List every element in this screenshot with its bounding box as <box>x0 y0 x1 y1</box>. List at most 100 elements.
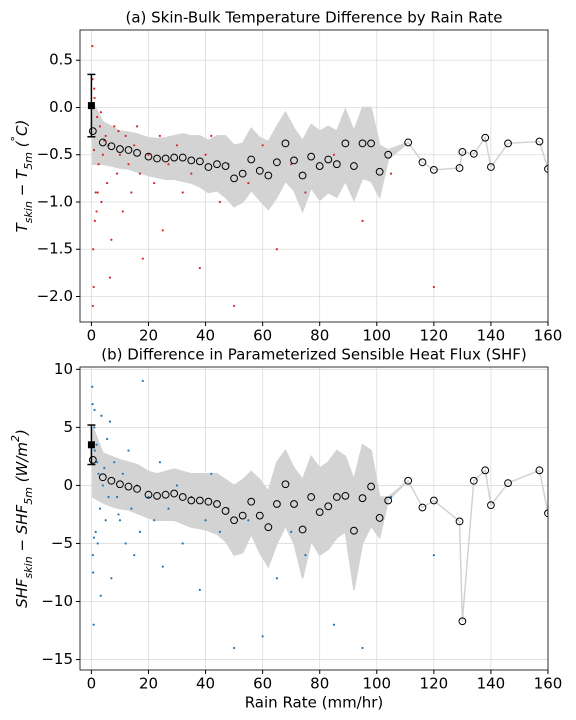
x-tick-label: 40 <box>196 675 215 693</box>
x-tick-label: 140 <box>477 327 506 345</box>
spread-band <box>92 427 548 622</box>
bin-mean <box>170 153 179 162</box>
y-tick-label: −10 <box>41 592 73 610</box>
x-tick-label: 120 <box>420 675 449 693</box>
data-point <box>96 191 99 194</box>
y-axis-label-part: ) <box>13 429 31 436</box>
data-point <box>153 519 156 522</box>
data-point <box>95 443 98 446</box>
reference-point <box>87 441 95 449</box>
x-tick-label: 20 <box>139 327 158 345</box>
bin-mean <box>469 149 478 158</box>
y-axis-label: SHFskin − SHF5m (W/m2) <box>9 429 35 608</box>
data-point <box>96 115 99 119</box>
bin-mean <box>195 157 204 166</box>
data-point <box>93 219 96 222</box>
bin-mean <box>281 480 290 489</box>
data-point <box>147 153 150 156</box>
data-point <box>99 594 102 597</box>
y-tick-label: −1.5 <box>37 240 73 258</box>
y-axis-label-part: (W/m <box>13 442 31 487</box>
data-point <box>210 472 213 475</box>
data-point <box>91 403 94 406</box>
x-tick-label: 0 <box>87 675 97 693</box>
y-axis-label-part: skin <box>22 556 35 578</box>
data-point <box>118 519 122 522</box>
data-point <box>106 181 109 185</box>
x-tick-label: 100 <box>362 327 391 345</box>
bin-mean <box>469 476 478 485</box>
data-point <box>104 519 107 522</box>
bin-mean <box>358 494 367 503</box>
x-tick-label: 140 <box>477 675 506 693</box>
bin-mean <box>178 153 187 162</box>
bin-mean <box>315 508 324 517</box>
spread-band <box>92 102 548 214</box>
bin-mean <box>238 511 247 520</box>
bin-mean <box>161 154 170 163</box>
data-point <box>91 304 94 308</box>
bin-mean <box>455 517 464 526</box>
bin-mean <box>481 133 490 142</box>
data-point <box>113 461 116 464</box>
bin-mean <box>332 493 341 501</box>
data-point <box>361 646 364 650</box>
axes-frame <box>79 366 549 671</box>
data-point <box>117 513 120 516</box>
data-point <box>389 172 393 175</box>
bin-mean <box>487 501 495 510</box>
bin-mean <box>298 171 307 180</box>
x-tick-label: 0 <box>87 327 97 345</box>
data-point <box>101 153 104 156</box>
data-point <box>103 466 106 470</box>
data-point <box>121 472 124 475</box>
data-point <box>93 449 96 452</box>
data-point <box>91 553 94 557</box>
bin-mean <box>307 493 316 501</box>
data-point <box>100 200 103 204</box>
data-point <box>96 542 99 545</box>
data-point <box>138 530 142 533</box>
bin-mean <box>290 156 298 165</box>
y-axis-label-part: ° <box>9 136 22 142</box>
y-axis-label-part: T <box>13 221 31 232</box>
bin-mean <box>264 171 273 180</box>
y-tick-label: −2.0 <box>37 287 73 305</box>
bin-mean <box>504 139 512 148</box>
bin-mean <box>98 138 107 147</box>
data-point <box>91 385 94 388</box>
data-point <box>304 191 307 194</box>
data-point <box>204 153 207 156</box>
x-tick-label: 40 <box>196 327 215 345</box>
y-tick-label: −15 <box>41 650 73 668</box>
data-point <box>432 285 435 289</box>
bin-mean <box>418 158 427 167</box>
bin-mean <box>255 166 264 175</box>
bin-mean <box>124 482 133 491</box>
data-point <box>198 267 201 270</box>
bin-mean <box>535 137 544 146</box>
data-point <box>93 408 96 412</box>
x-tick-label: 160 <box>534 327 563 345</box>
x-tick-label: 120 <box>420 327 449 345</box>
data-point <box>97 163 100 166</box>
data-point <box>97 472 100 475</box>
data-point <box>135 125 139 128</box>
bin-mean <box>144 490 153 499</box>
bin-mean <box>178 493 187 501</box>
bin-mean <box>298 525 307 534</box>
bin-mean <box>264 523 273 532</box>
data-point <box>124 542 127 545</box>
data-point <box>161 229 164 232</box>
panel-title: (b) Difference in Parameterized Sensible… <box>101 346 527 364</box>
x-tick-label: 80 <box>310 675 329 693</box>
data-point <box>115 495 119 499</box>
bin-mean <box>116 480 124 489</box>
data-point <box>100 414 103 417</box>
x-tick-label: 20 <box>139 675 158 693</box>
y-tick-label: 5 <box>63 418 73 436</box>
data-point <box>141 257 144 260</box>
data-point <box>133 553 136 557</box>
data-point <box>108 276 112 279</box>
data-point <box>141 379 144 383</box>
